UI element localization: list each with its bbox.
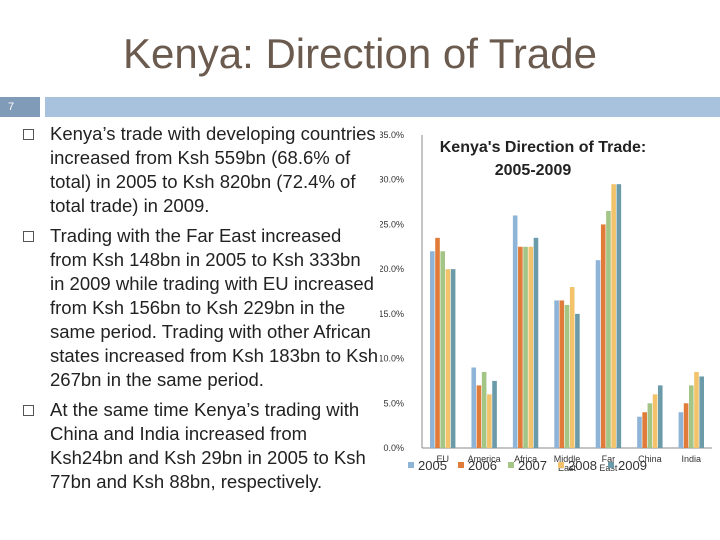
bar bbox=[487, 394, 492, 448]
category-label: India bbox=[682, 454, 702, 464]
bar bbox=[445, 269, 451, 448]
bullet-text: Trading with the Far East increased from… bbox=[50, 225, 379, 390]
bar bbox=[694, 371, 699, 448]
bar bbox=[699, 376, 704, 448]
bar bbox=[435, 237, 440, 448]
bar bbox=[492, 380, 497, 448]
bar bbox=[647, 403, 653, 448]
category-label: Africa bbox=[514, 454, 537, 464]
bullet-box-icon bbox=[23, 405, 34, 416]
bar bbox=[523, 246, 528, 448]
bar bbox=[476, 385, 482, 448]
trade-direction-chart: 0.0% 5.0% 10.0% 15.0% 20.0% 25.0% 30.0% 35.0% EU… bbox=[380, 130, 712, 473]
slide-number: 7 bbox=[0, 97, 40, 117]
slide-title: Kenya: Direction of Trade bbox=[123, 30, 597, 77]
bar bbox=[518, 246, 523, 448]
bar bbox=[450, 269, 456, 448]
bar bbox=[642, 412, 647, 448]
bar bbox=[440, 251, 446, 448]
y-tick-label: 15.0% bbox=[380, 309, 404, 319]
category-label: EU bbox=[436, 454, 449, 464]
category-label: Far bbox=[602, 454, 616, 464]
legend-label: 2009 bbox=[618, 458, 647, 473]
bullet-text: At the same time Kenya’s trading with Ch… bbox=[50, 399, 366, 492]
bar bbox=[611, 184, 616, 448]
bullet-item: Trading with the Far East increased from… bbox=[20, 224, 380, 392]
bar bbox=[471, 367, 477, 448]
bar bbox=[600, 224, 606, 448]
y-tick-label: 25.0% bbox=[380, 219, 404, 229]
bar bbox=[616, 184, 622, 448]
category-label: Middle bbox=[554, 454, 581, 464]
bar bbox=[678, 412, 684, 448]
bullet-text: Kenya’s trade with developing countries … bbox=[50, 123, 376, 216]
bar bbox=[569, 287, 575, 448]
bar bbox=[528, 246, 534, 448]
bullet-list: Kenya’s trade with developing countries … bbox=[20, 122, 380, 500]
bar bbox=[652, 394, 658, 448]
legend-swatch bbox=[508, 462, 514, 468]
y-tick-label: 30.0% bbox=[380, 175, 404, 185]
y-tick-label: 0.0% bbox=[383, 443, 404, 453]
bullet-box-icon bbox=[23, 231, 34, 242]
legend-swatch bbox=[408, 462, 414, 468]
chart-title: 2005-2009 bbox=[495, 162, 572, 179]
category-label: America bbox=[468, 454, 501, 464]
bar bbox=[637, 416, 642, 448]
legend-label: 2007 bbox=[518, 458, 547, 473]
bar bbox=[606, 211, 611, 448]
bar bbox=[533, 237, 539, 448]
y-tick-label: 20.0% bbox=[380, 264, 404, 274]
bar bbox=[559, 300, 565, 448]
bar bbox=[512, 215, 518, 448]
category-label: China bbox=[638, 454, 662, 464]
y-tick-label: 10.0% bbox=[380, 354, 404, 364]
header-strip bbox=[45, 97, 720, 117]
chart-title: Kenya's Direction of Trade: bbox=[440, 139, 647, 156]
bullet-item: At the same time Kenya’s trading with Ch… bbox=[20, 398, 380, 494]
y-tick-label: 35.0% bbox=[380, 130, 404, 140]
legend-swatch bbox=[458, 462, 464, 468]
legend-label: 2008 bbox=[568, 458, 597, 473]
category-label: East bbox=[558, 463, 577, 473]
bar bbox=[575, 313, 580, 448]
legend-label: 2005 bbox=[418, 458, 447, 473]
bullet-box-icon bbox=[23, 129, 34, 140]
bar bbox=[430, 251, 435, 448]
legend-swatch bbox=[558, 462, 564, 468]
bar bbox=[481, 371, 487, 448]
bar bbox=[595, 260, 601, 448]
bullet-item: Kenya’s trade with developing countries … bbox=[20, 122, 380, 218]
y-tick-label: 5.0% bbox=[383, 398, 404, 408]
bar bbox=[657, 385, 663, 448]
legend-label: 2006 bbox=[468, 458, 497, 473]
bar bbox=[683, 403, 689, 448]
bar bbox=[554, 300, 559, 448]
bar bbox=[564, 304, 570, 448]
bar bbox=[688, 385, 694, 448]
legend-swatch bbox=[608, 462, 614, 468]
